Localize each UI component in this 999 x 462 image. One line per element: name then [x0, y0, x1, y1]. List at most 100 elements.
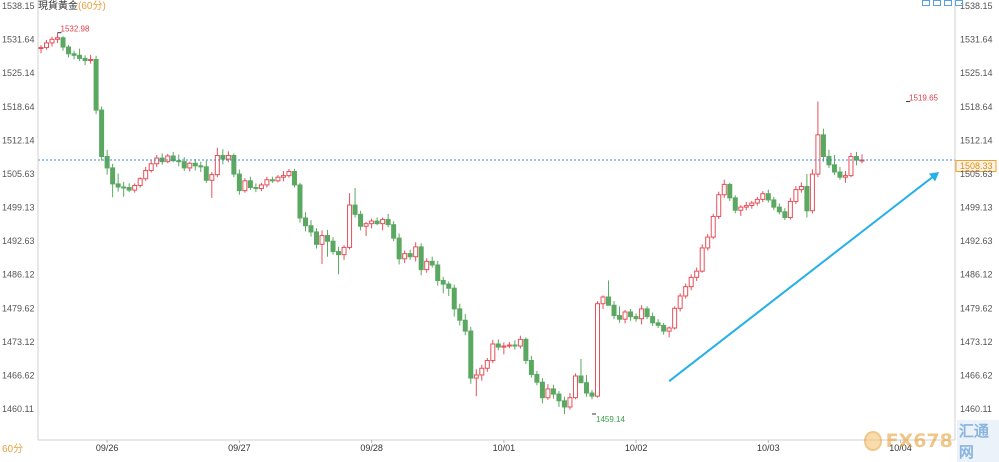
candles — [38, 32, 865, 415]
current-price-tag-box — [955, 159, 997, 172]
x-tick-label: 09/26 — [96, 443, 119, 453]
candle-body — [314, 231, 319, 245]
candle-body — [44, 42, 50, 49]
low-annotation: 1459.14 — [596, 415, 625, 424]
candle-body — [572, 375, 578, 399]
candle-body — [236, 173, 242, 192]
candle-body — [787, 200, 793, 218]
candle-body — [837, 171, 843, 178]
candle-body — [782, 211, 788, 218]
candle-body — [754, 198, 760, 204]
candle-body — [363, 223, 369, 227]
y-tick-label-right: 1518.64 — [960, 102, 993, 112]
candle-body — [611, 304, 617, 317]
chart-header: 現貨黃金(60分) — [38, 0, 106, 12]
candle-body — [617, 315, 623, 320]
candle-body — [110, 167, 116, 185]
candle-body — [760, 193, 766, 200]
candle-body — [578, 375, 584, 384]
candle-body — [567, 397, 573, 408]
candle-body — [402, 253, 408, 260]
candle-body — [815, 134, 821, 175]
axes: 1538.15 1538.15 1531.64 1531.64 1525.14 1525.… — [2, 0, 993, 453]
candle-body — [809, 173, 815, 212]
x-tick-label: 10/01 — [493, 443, 516, 453]
candle-body — [308, 225, 314, 233]
high-annotation: 1519.65 — [909, 94, 938, 103]
candle-body — [143, 169, 149, 180]
candle-body — [517, 338, 523, 347]
candle-body — [633, 316, 639, 320]
y-tick-label-left: 1531.64 — [2, 35, 35, 45]
candle-body — [253, 187, 259, 190]
candle-body — [650, 316, 656, 324]
candle-body — [528, 360, 534, 375]
interval-label: (60分) — [78, 1, 106, 12]
candle-body — [385, 219, 391, 226]
candle-body — [181, 161, 187, 169]
candle-body — [126, 187, 132, 191]
candle-body — [286, 171, 292, 177]
candle-body — [495, 343, 501, 348]
footer-interval[interactable]: 60分 — [2, 444, 24, 455]
candle-body — [644, 308, 650, 318]
candle-body — [231, 154, 237, 175]
candle-body — [732, 197, 738, 211]
candle-body — [209, 174, 215, 181]
candle-body — [358, 213, 364, 227]
chart-tools[interactable] — [922, 0, 963, 6]
y-tick-label-left: 1486.12 — [2, 270, 35, 280]
tool-icon[interactable] — [955, 0, 963, 6]
candle-body — [132, 184, 138, 191]
candle-body — [275, 176, 281, 182]
candle-body — [683, 286, 689, 297]
candle-body — [595, 303, 601, 397]
candle-body — [93, 58, 99, 111]
candle-body — [743, 205, 749, 208]
candle-body — [451, 287, 457, 310]
candle-body — [512, 344, 518, 347]
candle-body — [473, 374, 479, 379]
candle-body — [336, 251, 342, 256]
candle-body — [501, 345, 507, 348]
candle-body — [325, 235, 331, 242]
y-tick-label-left: 1512.14 — [2, 135, 35, 145]
y-tick-label-left: 1479.62 — [2, 303, 35, 313]
y-tick-label-left: 1518.64 — [2, 102, 35, 112]
candle-body — [258, 184, 264, 190]
candle-body — [291, 171, 297, 186]
candle-body — [264, 179, 270, 186]
candle-body — [88, 58, 94, 61]
candle-body — [677, 295, 683, 309]
candle-body — [804, 185, 810, 212]
brand-logo-icon — [864, 431, 882, 451]
candle-body — [242, 180, 248, 192]
candle-body — [71, 53, 77, 56]
candle-body — [280, 175, 286, 178]
candle-body — [214, 154, 220, 176]
candle-body — [380, 219, 386, 225]
candle-body — [38, 47, 44, 50]
candle-body — [561, 400, 567, 408]
y-tick-label-left: 1492.63 — [2, 236, 35, 246]
tool-icon[interactable] — [933, 0, 941, 6]
y-tick-label-right: 1505.63 — [960, 169, 993, 179]
candle-body — [220, 154, 226, 160]
y-tick-label-left: 1538.15 — [2, 1, 35, 11]
tool-icon[interactable] — [922, 0, 930, 6]
y-tick-label-right: 1486.12 — [960, 270, 993, 280]
candle-body — [848, 156, 854, 177]
y-tick-label-right: 1460.11 — [960, 404, 992, 414]
candle-body — [104, 156, 110, 169]
candle-body — [330, 240, 336, 253]
trend-arrow-head — [928, 172, 940, 182]
candle-body — [247, 180, 253, 189]
candle-body — [793, 189, 799, 202]
tool-icon[interactable] — [944, 0, 952, 6]
candle-body — [462, 319, 468, 332]
candle-body — [369, 220, 375, 225]
high-annotation: 1532.98 — [61, 25, 90, 34]
candle-body — [545, 388, 551, 399]
candle-body — [771, 199, 777, 208]
